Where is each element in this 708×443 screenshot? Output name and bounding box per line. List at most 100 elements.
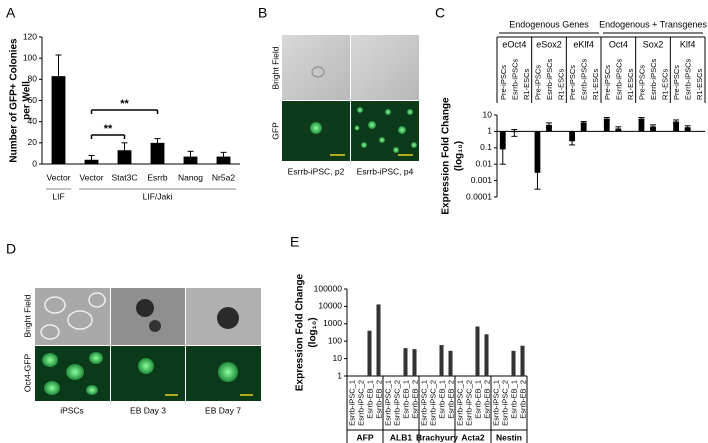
group-label: LIF <box>52 191 64 201</box>
bar <box>448 350 453 376</box>
y-tick-label: 10 <box>333 353 343 363</box>
bar <box>520 345 525 376</box>
group-label: eKlf4 <box>573 39 594 49</box>
y-axis-label: per Well <box>22 81 33 120</box>
y-axis-label: Expression Fold Change <box>295 273 306 391</box>
x-tick-label: Esrrb-iPSC_1 <box>347 380 356 426</box>
panel-letter: D <box>6 241 16 257</box>
row-label: Bright Field <box>270 46 280 89</box>
panel-letter: B <box>258 5 267 21</box>
bar <box>580 122 587 132</box>
x-tick-label: Esrrb-EB_1 <box>401 380 410 419</box>
x-tick-label: Esrrb-EB_1 <box>509 380 518 419</box>
x-tick-label: Esrrb-iPSC_2 <box>356 380 365 426</box>
bar <box>367 330 372 376</box>
bar <box>499 131 506 150</box>
supergroup-label: Endogenous + Transgenes <box>599 19 707 29</box>
image <box>111 288 185 345</box>
x-tick-label: Pre-iPSCs <box>637 65 646 100</box>
panel-letter: E <box>290 234 299 250</box>
x-tick-label: Pre-iPSCs <box>603 65 612 100</box>
x-tick-label: Pre-iPSCs <box>568 65 577 100</box>
x-tick-label: R1-ESCs <box>695 68 704 100</box>
x-tick-label: Esrrb <box>147 172 168 182</box>
group-label: Sox2 <box>643 39 664 49</box>
y-tick-label: 0.001 <box>471 175 493 185</box>
image-panel-b: B Bright Field GFP Esrrb-iPSC, p2 Esrrb-… <box>258 5 419 176</box>
panel-letter: A <box>6 5 16 21</box>
group-label: Nestin <box>496 432 522 442</box>
x-tick-label: Stat3C <box>112 172 138 182</box>
x-tick-label: Esrrb-EB_1 <box>365 380 374 419</box>
x-tick-label: Esrrb-EB_2 <box>374 380 383 419</box>
y-tick-label: 1 <box>337 370 342 380</box>
group-label: eOct4 <box>502 39 526 49</box>
x-tick-label: Esrrb-iPSC_1 <box>419 380 428 426</box>
image <box>351 35 419 100</box>
x-tick-label: Esrrb-EB_1 <box>437 380 446 419</box>
bar <box>511 350 516 376</box>
group-label: Brachyury <box>416 432 458 442</box>
x-tick-label: Esrrb-iPSC_2 <box>500 380 509 426</box>
x-tick-label: Esrrb-iPSC_2 <box>464 380 473 426</box>
group-label: Klf4 <box>680 39 696 49</box>
x-tick-label: Pre-iPSCs <box>672 65 681 100</box>
x-tick-label: Nanog <box>178 172 203 182</box>
x-tick-label: Nr5a2 <box>212 172 235 182</box>
bar <box>534 131 541 173</box>
x-tick-label: Esrrb-EB_1 <box>473 380 482 419</box>
y-tick-label: 0.01 <box>475 158 492 168</box>
bar <box>439 345 444 376</box>
y-tick-label: 100 <box>23 52 37 62</box>
y-tick-label: 60 <box>28 95 38 105</box>
group-label: Acta2 <box>461 432 484 442</box>
column-label: Esrrb-iPSC, p2 <box>288 166 345 176</box>
row-label: Bright Field <box>22 294 32 337</box>
x-tick-label: Esrrb-EB_2 <box>518 380 527 419</box>
y-axis-label: Expression Fold Change <box>441 97 452 215</box>
image-detail <box>311 66 325 78</box>
annotation: ** <box>120 98 129 110</box>
bar <box>546 124 552 132</box>
y-tick-label: 100 <box>328 335 342 345</box>
x-tick-label: Esrrb-iPSC_1 <box>455 380 464 426</box>
y-tick-label: 0.0001 <box>466 191 492 201</box>
image-detail <box>42 352 103 395</box>
column-label: iPSCs <box>60 405 84 415</box>
x-tick-label: Esrrb-iPSCs <box>580 58 589 100</box>
image-detail <box>217 307 239 329</box>
y-tick-label: 10 <box>483 109 493 119</box>
y-tick-label: 10000 <box>318 301 342 311</box>
image <box>35 288 110 345</box>
x-tick-label: R1-ESCs <box>557 68 566 100</box>
bar <box>403 348 408 376</box>
supergroup-label: Endogenous Genes <box>509 19 589 29</box>
y-axis-label: Number of GFP+ Colonies <box>9 38 20 163</box>
bar <box>638 118 645 132</box>
group-label: LIF/Jaki <box>143 191 173 201</box>
x-tick-label: Esrrb-iPSCs <box>510 58 519 100</box>
image-detail <box>149 320 161 332</box>
panel-letter: C <box>435 5 445 21</box>
x-tick-label: R1-ESCs <box>591 68 600 100</box>
annotation: ** <box>104 123 113 135</box>
y-tick-label: 1000 <box>323 318 342 328</box>
y-tick-label: 0.1 <box>480 142 492 152</box>
bar <box>412 349 417 376</box>
x-tick-label: Esrrb-iPSC_2 <box>392 380 401 426</box>
x-tick-label: Esrrb-iPSC_1 <box>383 380 392 426</box>
x-tick-label: Esrrb-iPSC_1 <box>491 380 500 426</box>
image-detail <box>218 362 238 382</box>
row-label: Oct4-GFP <box>22 354 32 393</box>
group-label: Oct4 <box>609 39 628 49</box>
x-tick-label: Pre-iPSCs <box>499 65 508 100</box>
x-tick-label: Esrrb-iPSCs <box>649 58 658 100</box>
y-tick-label: 0 <box>32 158 37 168</box>
y-tick-label: 1 <box>487 126 492 136</box>
x-tick-label: R1-ESCs <box>522 68 531 100</box>
y-axis-label: (log₁₀) <box>454 141 465 171</box>
x-tick-label: Esrrb-EB_2 <box>446 380 455 419</box>
x-tick-label: Esrrb-EB_2 <box>410 380 419 419</box>
image-detail <box>136 299 154 317</box>
